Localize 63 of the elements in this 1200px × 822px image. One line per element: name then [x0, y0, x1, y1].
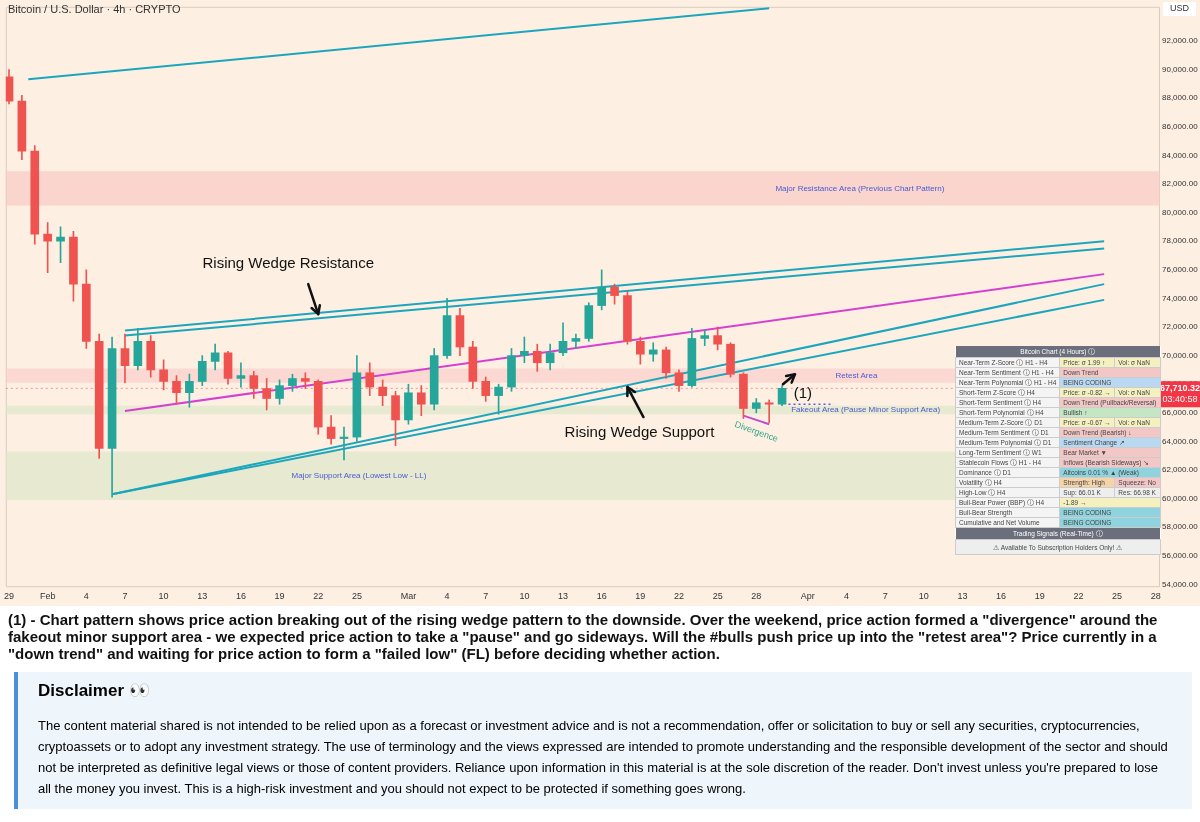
- annotation: 03:40:58: [1162, 393, 1198, 404]
- x-tick-label: 13: [197, 591, 208, 602]
- y-tick-label: 90,000.00: [1162, 64, 1199, 74]
- y-axis-title: USD: [1170, 3, 1190, 14]
- band-label: Major Resistance Area (Previous Chart Pattern): [775, 183, 945, 193]
- y-tick-label: 84,000.00: [1162, 150, 1199, 160]
- x-tick-label: 4: [444, 591, 450, 602]
- y-tick-label: 80,000.00: [1162, 207, 1199, 217]
- x-tick-label: 28: [1150, 591, 1161, 602]
- band-label: Major Support Area (Lowest Low - LL): [291, 470, 427, 480]
- x-tick-label: 25: [712, 591, 723, 602]
- y-tick-label: 70,000.00: [1162, 350, 1199, 360]
- x-tick-label: 19: [1034, 591, 1045, 602]
- x-tick-label: 13: [957, 591, 968, 602]
- annotation: Rising Wedge Resistance: [202, 254, 374, 272]
- y-tick-label: 74,000.00: [1162, 293, 1199, 303]
- x-tick-label: 16: [235, 591, 246, 602]
- x-tick-label: 22: [1073, 591, 1084, 602]
- x-tick-label: 7: [122, 591, 128, 602]
- y-tick-label: 62,000.00: [1162, 465, 1199, 475]
- ref-line-label: 67,710.32: [1159, 382, 1200, 393]
- y-tick-label: 60,000.00: [1162, 493, 1199, 503]
- text: Disclaimer 👀: [38, 680, 151, 701]
- y-tick-label: 66,000.00: [1162, 408, 1199, 417]
- x-tick-label: 10: [519, 591, 530, 602]
- x-tick-label: 10: [918, 591, 929, 602]
- y-tick-label: 54,000.00: [1162, 579, 1199, 589]
- y-tick-label: 88,000.00: [1162, 93, 1199, 103]
- y-tick-label: 92,000.00: [1162, 36, 1199, 46]
- band-label: Retest Area: [835, 370, 878, 380]
- x-tick-label: 25: [351, 591, 362, 602]
- x-tick-label: 13: [558, 591, 569, 602]
- x-tick-label: Feb: [39, 591, 56, 602]
- text: The content material shared is not intended to be relied upon as a forecast or investment advice and is not a recommendation, offer or solicitation to buy or sell any securities, cryptocurrencies, cryptoassets or to adopt any investment strategy. The use of terminology and the views expressed are intended to promote understanding and the responsible development of the sector and should not be interpreted as definitive legal views or those of content providers. Reliance upon information in this material is at the sole discretion of the reader. Don't invest unless you're prepared to lose all the money you invest. This is a high-risk investment and you should not expect to be protected if something goes wrong.: [38, 717, 1169, 798]
- text: (1) - Chart pattern shows price action breaking out of the rising wedge pattern to the downside. Over the weekend, price action formed a "divergence" around the fakeout minor support area - we expected price action to take a "pause" and go sideways. Will the #bulls push price up into the "retest area"? Price currently in a "down trend" and waiting for price action to form a "failed low" (FL) before deciding whether action.: [7, 610, 1159, 662]
- x-tick-label: 19: [635, 591, 646, 602]
- annotation: Rising Wedge Support: [564, 423, 716, 441]
- chart-title: Bitcoin / U.S. Dollar · 4h · CRYPTO: [8, 3, 182, 16]
- x-tick-label: 4: [843, 591, 849, 602]
- annotation: (1): [793, 384, 813, 402]
- x-tick-label: 4: [83, 591, 89, 602]
- y-tick-label: 86,000.00: [1162, 122, 1199, 132]
- y-tick-label: 82,000.00: [1162, 179, 1199, 189]
- x-tick-label: 7: [882, 591, 888, 602]
- y-tick-label: 76,000.00: [1162, 265, 1199, 275]
- x-tick-label: 25: [1112, 591, 1123, 602]
- x-tick-label: Mar: [400, 591, 417, 602]
- y-tick-label: 78,000.00: [1162, 236, 1199, 246]
- x-tick-label: 10: [158, 591, 169, 602]
- y-tick-label: 72,000.00: [1162, 322, 1199, 332]
- y-tick-label: 56,000.00: [1162, 550, 1199, 560]
- x-tick-label: 16: [996, 591, 1007, 602]
- y-tick-label: 64,000.00: [1162, 436, 1199, 446]
- x-tick-label: 22: [673, 591, 684, 602]
- x-tick-label: 29: [4, 591, 15, 602]
- x-tick-label: 16: [596, 591, 607, 602]
- x-tick-label: 22: [313, 591, 324, 602]
- x-tick-label: 7: [483, 591, 489, 602]
- x-tick-label: Apr: [800, 591, 815, 602]
- y-tick-label: 58,000.00: [1162, 522, 1199, 532]
- band-label: Fakeout Area (Pause Minor Support Area): [791, 405, 941, 415]
- x-tick-label: 19: [274, 591, 285, 602]
- x-tick-label: 28: [751, 591, 762, 602]
